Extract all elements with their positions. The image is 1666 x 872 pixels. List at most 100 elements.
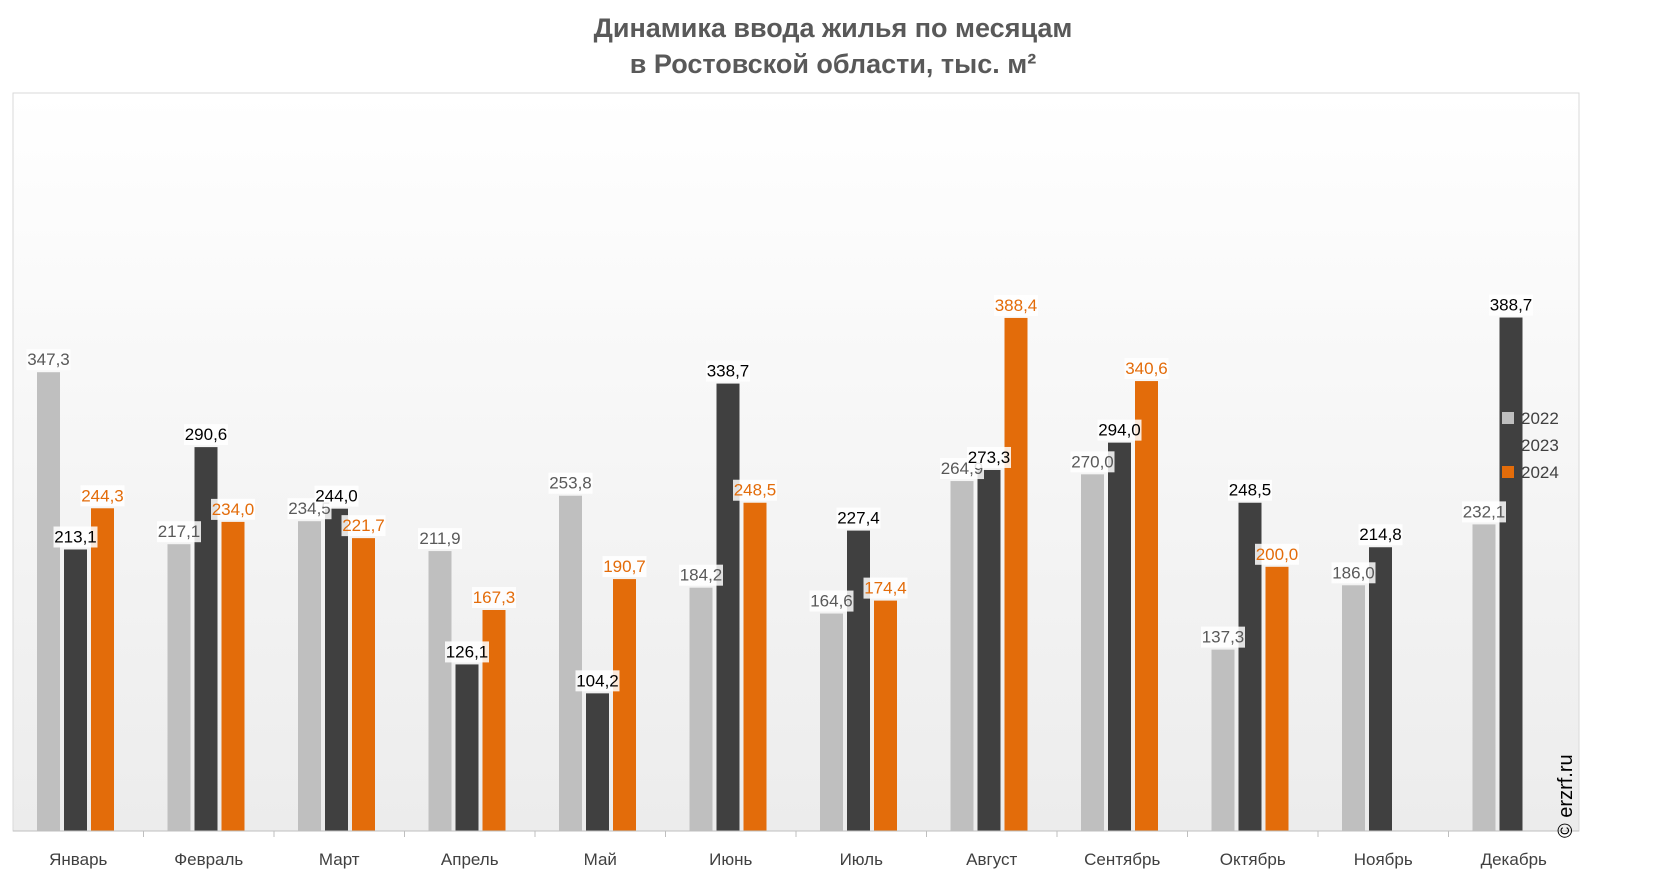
data-label-bg bbox=[26, 349, 71, 371]
data-label-bg bbox=[994, 294, 1038, 316]
data-label-bg bbox=[341, 515, 386, 537]
data-label-bg bbox=[863, 577, 908, 599]
bar-2024-4 bbox=[482, 609, 506, 831]
data-label-2022-6: 184,2 bbox=[680, 566, 723, 585]
x-tick-label: Июнь bbox=[709, 850, 752, 869]
legend-swatch-2022 bbox=[1502, 412, 1514, 424]
data-label-bg bbox=[1124, 358, 1169, 380]
data-label-2022-11: 186,0 bbox=[1332, 563, 1375, 582]
data-label-bg bbox=[1255, 543, 1299, 565]
data-label-bg bbox=[418, 528, 462, 550]
bar-2024-5 bbox=[613, 579, 636, 831]
bar-2022-3 bbox=[298, 521, 321, 831]
data-label-2023-5: 104,2 bbox=[576, 671, 619, 690]
data-label-2023-3: 244,0 bbox=[315, 487, 358, 506]
bar-2022-6 bbox=[689, 587, 713, 831]
data-label-bg bbox=[1489, 294, 1533, 316]
data-label-bg bbox=[314, 485, 359, 507]
x-tick-label: Февраль bbox=[174, 850, 243, 869]
data-label-bg bbox=[548, 472, 593, 494]
data-label-bg bbox=[211, 498, 255, 520]
data-label-2023-10: 248,5 bbox=[1229, 481, 1272, 500]
bar-2024-10 bbox=[1265, 566, 1289, 831]
bar-2023-7 bbox=[847, 530, 870, 831]
data-label-bg bbox=[836, 507, 881, 529]
x-tick-label: Сентябрь bbox=[1084, 850, 1160, 869]
chart-title: Динамика ввода жилья по месяцам в Ростов… bbox=[0, 10, 1666, 82]
bar-2024-6 bbox=[743, 502, 767, 831]
data-label-bg bbox=[809, 590, 854, 612]
data-label-bg bbox=[575, 670, 620, 692]
bar-2024-7 bbox=[874, 600, 897, 831]
data-label-bg bbox=[1070, 451, 1115, 473]
data-label-bg bbox=[472, 586, 516, 608]
x-tick-label: Май bbox=[584, 850, 617, 869]
bar-2022-4 bbox=[428, 551, 452, 831]
bar-2022-2 bbox=[167, 544, 191, 831]
bar-2023-11 bbox=[1369, 547, 1392, 831]
data-label-2022-1: 347,3 bbox=[27, 350, 70, 369]
legend-swatch-2024 bbox=[1502, 466, 1514, 478]
legend-label-2024: 2024 bbox=[1521, 463, 1559, 482]
data-label-bg bbox=[53, 526, 98, 548]
data-label-2022-5: 253,8 bbox=[549, 474, 592, 493]
bar-2023-10 bbox=[1238, 502, 1262, 831]
bar-2022-12 bbox=[1472, 524, 1496, 831]
bar-2023-5 bbox=[586, 693, 609, 831]
data-label-2024-9: 340,6 bbox=[1125, 359, 1168, 378]
bar-2023-9 bbox=[1108, 442, 1131, 831]
data-label-2024-2: 234,0 bbox=[212, 500, 255, 519]
data-label-bg bbox=[967, 446, 1011, 468]
bar-2022-5 bbox=[559, 495, 582, 831]
data-label-2022-7: 164,6 bbox=[810, 592, 853, 611]
data-label-2022-12: 232,1 bbox=[1463, 502, 1506, 521]
x-axis-ticks bbox=[143, 831, 1449, 837]
bar-2023-3 bbox=[325, 508, 348, 831]
data-label-bg bbox=[706, 360, 750, 382]
data-label-2024-7: 174,4 bbox=[864, 579, 907, 598]
x-tick-label: Август bbox=[966, 850, 1017, 869]
data-label-bg bbox=[80, 485, 125, 507]
data-label-2023-7: 227,4 bbox=[837, 509, 880, 528]
chart-subtitle: в Ростовской области, тыс. м² bbox=[629, 49, 1037, 79]
data-label-bg bbox=[733, 479, 777, 501]
data-label-bg bbox=[1201, 626, 1245, 648]
data-label-2024-3: 221,7 bbox=[342, 516, 385, 535]
data-label-bg bbox=[679, 564, 723, 586]
bar-2023-6 bbox=[716, 383, 740, 831]
x-tick-label: Январь bbox=[49, 850, 107, 869]
bar-2023-8 bbox=[977, 469, 1001, 831]
data-label-2022-2: 217,1 bbox=[158, 522, 201, 541]
copyright-text: © erzrf.ru bbox=[1555, 754, 1577, 838]
data-label-2022-9: 270,0 bbox=[1071, 452, 1114, 471]
bar-2024-9 bbox=[1135, 381, 1158, 831]
bar-2022-7 bbox=[820, 613, 843, 831]
data-label-2024-8: 388,4 bbox=[995, 296, 1038, 315]
data-label-2023-9: 294,0 bbox=[1098, 421, 1141, 440]
data-label-2023-4: 126,1 bbox=[446, 642, 489, 661]
bar-2022-8 bbox=[950, 481, 974, 831]
chart-title-line1: Динамика ввода жилья по месяцам bbox=[593, 13, 1073, 43]
plot-area bbox=[12, 92, 1580, 832]
data-label-2023-12: 388,7 bbox=[1490, 296, 1533, 315]
data-label-2023-11: 214,8 bbox=[1359, 525, 1402, 544]
bar-2023-4 bbox=[455, 664, 479, 831]
data-label-bg bbox=[157, 521, 201, 543]
data-label-bg bbox=[184, 424, 228, 446]
data-label-2022-10: 137,3 bbox=[1202, 628, 1245, 647]
x-tick-label: Декабрь bbox=[1481, 850, 1547, 869]
data-label-2024-4: 167,3 bbox=[473, 588, 516, 607]
data-label-bg bbox=[1462, 501, 1506, 523]
bar-2022-11 bbox=[1342, 585, 1365, 831]
data-label-2023-8: 273,3 bbox=[968, 448, 1011, 467]
data-label-2023-6: 338,7 bbox=[707, 362, 750, 381]
data-label-bg bbox=[602, 556, 647, 578]
x-axis-labels: Январь Февраль Март Апрель Май Июнь Июль Август… bbox=[49, 850, 1547, 869]
bar-2023-12 bbox=[1499, 317, 1523, 831]
bar-2022-1 bbox=[37, 372, 60, 831]
legend-label-2022: 2022 bbox=[1521, 409, 1559, 428]
data-label-bg bbox=[1097, 419, 1142, 441]
bar-2022-10 bbox=[1211, 649, 1235, 831]
